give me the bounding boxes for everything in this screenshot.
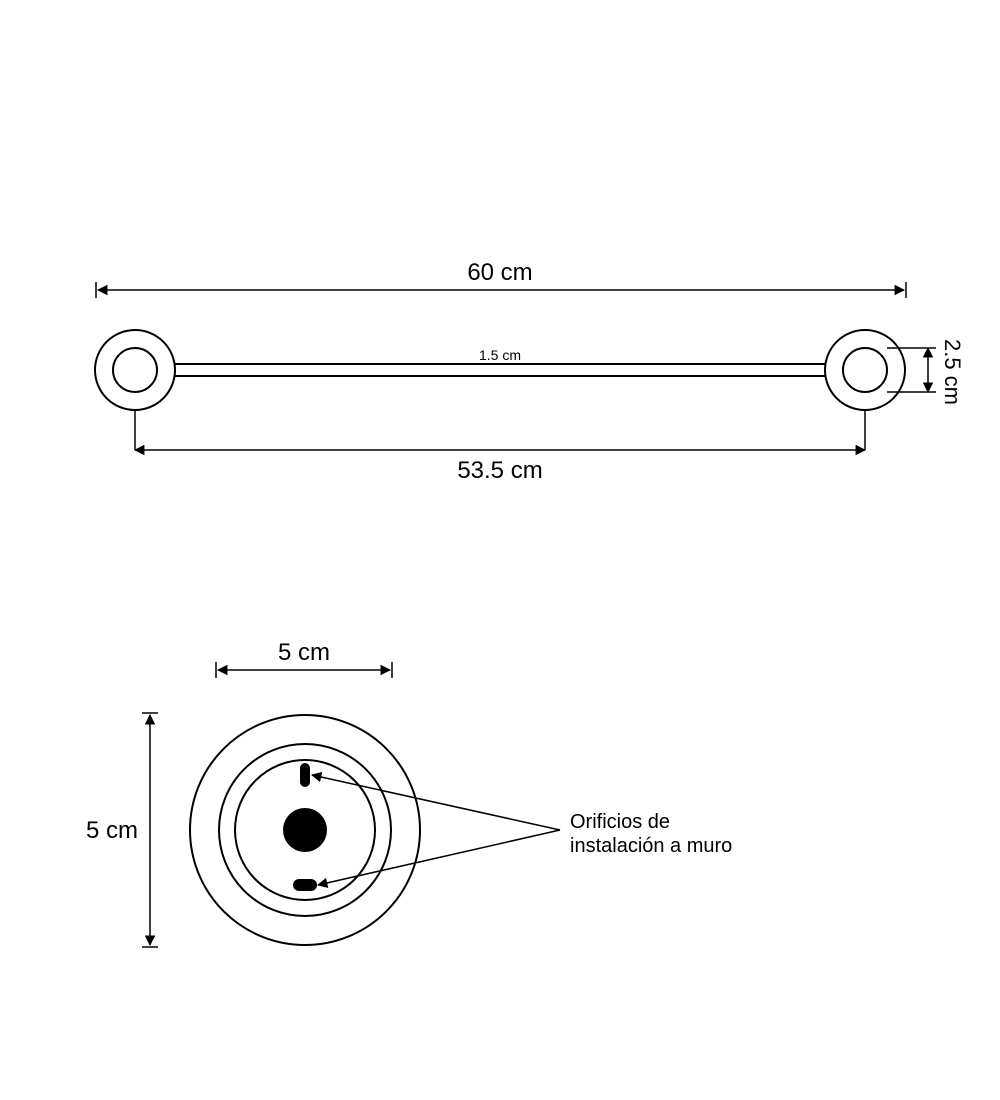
- mount-center-hole: [283, 808, 327, 852]
- right-flange-inner: [843, 348, 887, 392]
- callout-line1: Orificios de: [570, 811, 670, 833]
- bottom-view-wall-mount: 5 cm 5 cm Orificios de instalación a mur…: [86, 639, 732, 947]
- dim-flange-inner-label: 2.5 cm: [940, 339, 965, 405]
- dim-total-width: 60 cm: [96, 259, 906, 298]
- top-view-towel-bar: 60 cm 53.5 cm 1.5 cm 2.5 cm: [95, 259, 965, 484]
- mount-slot-top: [300, 763, 310, 787]
- dim-mount-height: 5 cm: [86, 713, 158, 947]
- dim-inner-width-label: 53.5 cm: [457, 457, 542, 484]
- dim-mount-width-label: 5 cm: [278, 639, 330, 666]
- mount-slot-bottom: [293, 879, 317, 891]
- dim-mount-width: 5 cm: [216, 639, 392, 678]
- callout-line2: instalación a muro: [570, 835, 732, 857]
- dim-total-width-label: 60 cm: [467, 259, 532, 286]
- dim-inner-width: 53.5 cm: [135, 410, 865, 484]
- left-flange-inner: [113, 348, 157, 392]
- dim-bar-diameter-label: 1.5 cm: [479, 347, 521, 363]
- dim-mount-height-label: 5 cm: [86, 817, 138, 844]
- technical-diagram: 60 cm 53.5 cm 1.5 cm 2.5 cm: [0, 0, 1000, 1100]
